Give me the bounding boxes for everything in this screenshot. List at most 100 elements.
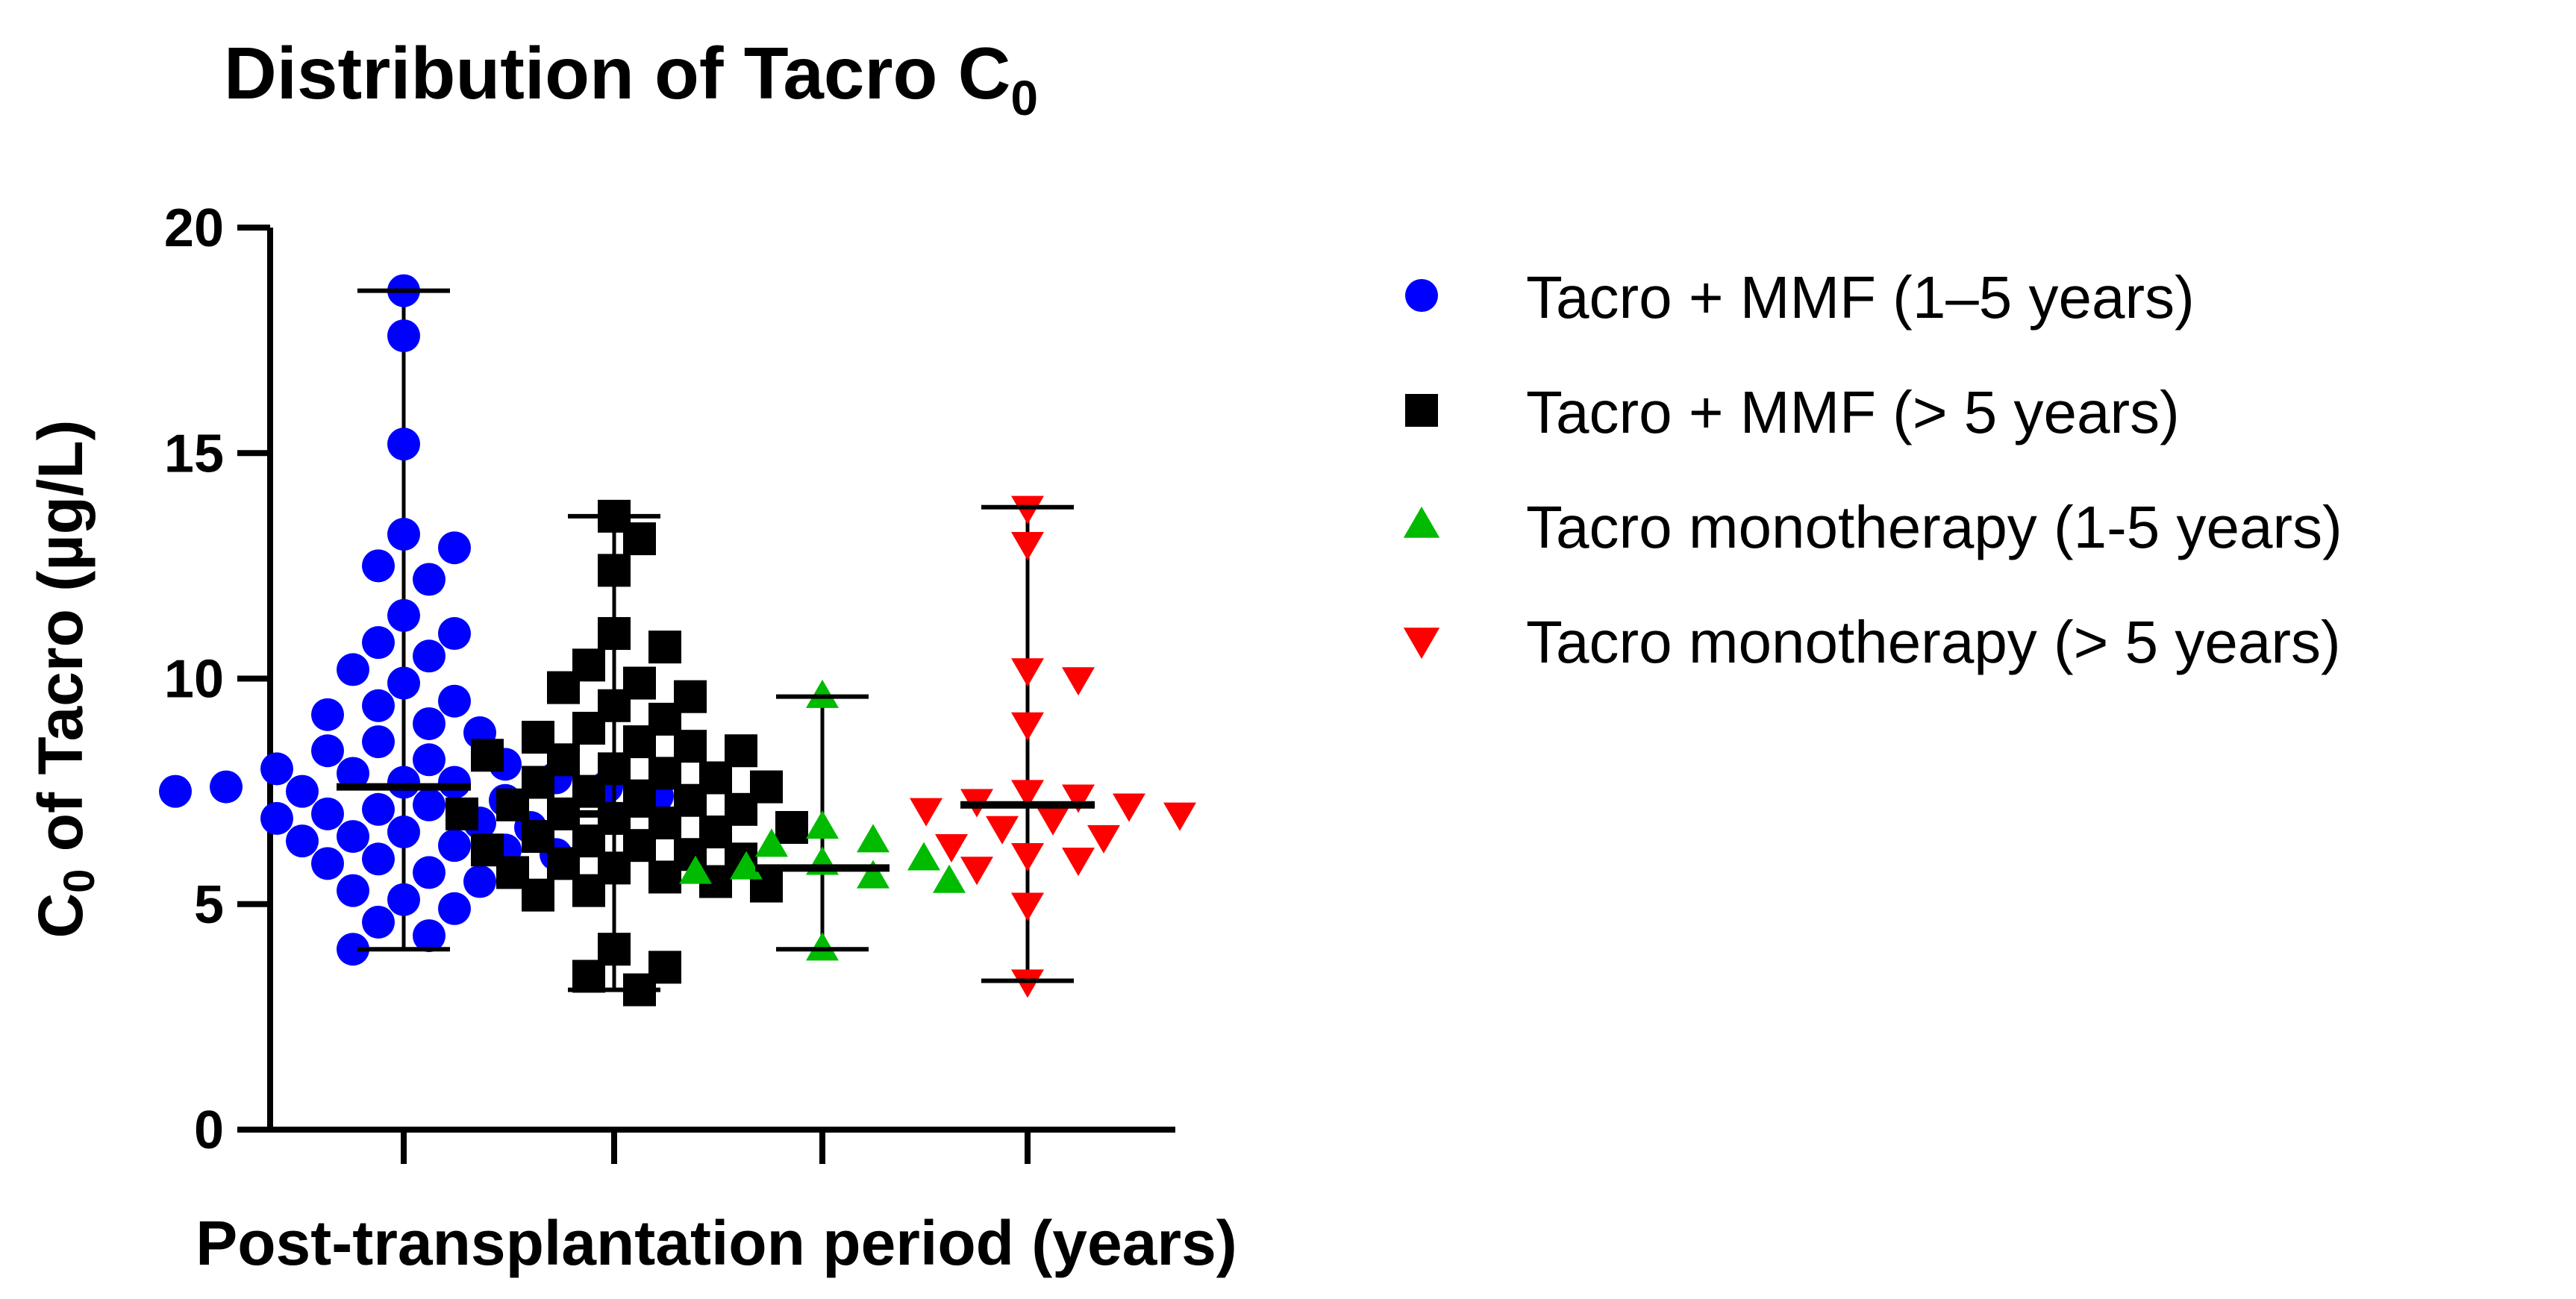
data-point bbox=[522, 878, 554, 912]
data-point bbox=[387, 816, 420, 849]
data-point bbox=[935, 833, 968, 863]
data-point bbox=[806, 810, 839, 839]
data-point bbox=[438, 766, 471, 799]
series-group-1 bbox=[159, 274, 674, 966]
data-point bbox=[337, 933, 369, 966]
data-point bbox=[648, 630, 681, 664]
data-point bbox=[1011, 495, 1044, 525]
data-point bbox=[1011, 969, 1044, 998]
data-point bbox=[286, 824, 319, 858]
data-point bbox=[311, 797, 344, 830]
data-point bbox=[496, 788, 529, 821]
data-point bbox=[960, 857, 993, 886]
data-point bbox=[362, 549, 395, 583]
data-point bbox=[413, 856, 446, 889]
data-point bbox=[1087, 824, 1120, 854]
data-point bbox=[362, 792, 395, 826]
data-point bbox=[1011, 712, 1044, 741]
data-point bbox=[806, 932, 839, 961]
data-point bbox=[210, 770, 243, 804]
series-group-4 bbox=[910, 495, 1196, 998]
data-point bbox=[1062, 784, 1095, 813]
data-point bbox=[337, 757, 369, 790]
data-point bbox=[1113, 793, 1145, 822]
data-point bbox=[572, 960, 605, 993]
data-point bbox=[387, 598, 420, 632]
data-point bbox=[463, 865, 496, 898]
legend-marker bbox=[1403, 627, 1440, 660]
data-point bbox=[311, 698, 344, 731]
data-point bbox=[446, 797, 478, 830]
chart-title: Distribution of Tacro C0 bbox=[224, 32, 1038, 125]
data-point bbox=[1011, 892, 1044, 921]
data-point bbox=[857, 860, 890, 889]
data-point bbox=[438, 684, 471, 718]
data-point bbox=[598, 617, 631, 651]
data-point bbox=[286, 774, 319, 808]
data-point bbox=[387, 766, 420, 799]
data-point bbox=[413, 743, 446, 777]
data-point bbox=[857, 824, 890, 853]
data-point bbox=[413, 707, 446, 740]
legend-marker bbox=[1403, 506, 1440, 538]
legend-item: Tacro + MMF (> 5 years) bbox=[1405, 379, 2180, 445]
data-point bbox=[986, 816, 1019, 845]
data-point bbox=[337, 874, 369, 907]
data-point bbox=[755, 828, 788, 857]
legend-label: Tacro + MMF (> 5 years) bbox=[1526, 379, 2180, 445]
data-point bbox=[362, 725, 395, 759]
data-point bbox=[337, 820, 369, 854]
data-point bbox=[438, 531, 471, 565]
legend-label: Tacro monotherapy (1-5 years) bbox=[1526, 494, 2342, 560]
legend-label: Tacro + MMF (1–5 years) bbox=[1526, 264, 2195, 331]
data-point bbox=[337, 653, 369, 686]
data-point bbox=[572, 874, 605, 907]
data-point bbox=[311, 734, 344, 768]
data-point bbox=[413, 788, 446, 821]
data-point bbox=[730, 851, 763, 880]
legend-item: Tacro monotherapy (> 5 years) bbox=[1403, 609, 2341, 675]
data-point bbox=[362, 689, 395, 722]
data-point bbox=[598, 554, 631, 587]
data-point bbox=[438, 617, 471, 651]
data-point bbox=[1011, 658, 1044, 687]
data-point bbox=[1062, 848, 1095, 877]
data-point bbox=[438, 829, 471, 863]
y-tick-label: 15 bbox=[164, 424, 224, 483]
legend-label: Tacro monotherapy (> 5 years) bbox=[1526, 609, 2341, 675]
data-point bbox=[471, 739, 504, 772]
data-point bbox=[159, 774, 192, 808]
data-point bbox=[1037, 807, 1069, 836]
y-axis-title: C0 of Tacro (µg/L) bbox=[25, 419, 104, 938]
data-point bbox=[387, 518, 420, 551]
y-tick-label: 5 bbox=[194, 875, 224, 935]
data-point bbox=[311, 847, 344, 880]
y-tick-label: 10 bbox=[164, 650, 224, 710]
data-point bbox=[806, 679, 839, 708]
data-point bbox=[387, 319, 420, 353]
legend: Tacro + MMF (1–5 years) Tacro + MMF (> 5 … bbox=[1403, 264, 2342, 675]
axes: 0 5 10 15 20 bbox=[164, 198, 1175, 1164]
data-point bbox=[1011, 780, 1044, 809]
legend-marker bbox=[1405, 279, 1438, 312]
data-point bbox=[547, 671, 580, 704]
data-point bbox=[572, 711, 605, 745]
data-point bbox=[1011, 843, 1044, 872]
data-point bbox=[260, 752, 293, 786]
data-point bbox=[362, 626, 395, 660]
data-point bbox=[1062, 667, 1095, 696]
data-point bbox=[438, 892, 471, 925]
data-point bbox=[648, 860, 681, 894]
y-tick-label: 0 bbox=[194, 1101, 224, 1160]
data-point bbox=[260, 801, 293, 835]
data-point bbox=[623, 522, 656, 556]
legend-marker bbox=[1405, 394, 1438, 427]
y-tick-label: 20 bbox=[164, 198, 224, 258]
data-point bbox=[413, 563, 446, 596]
data-point bbox=[387, 883, 420, 916]
data-point bbox=[387, 428, 420, 461]
data-point bbox=[1011, 531, 1044, 560]
legend-item: Tacro monotherapy (1-5 years) bbox=[1403, 494, 2342, 560]
plot-area bbox=[159, 274, 1196, 1007]
